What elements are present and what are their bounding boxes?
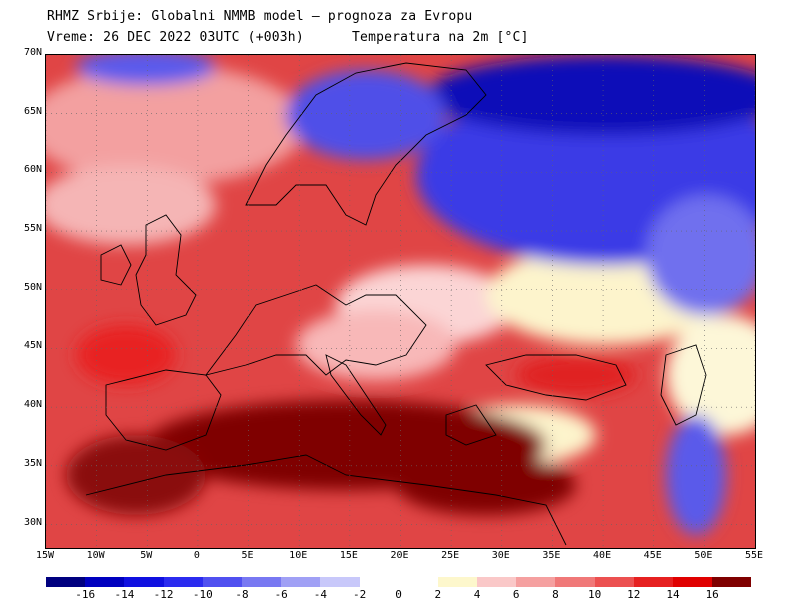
colorbar-swatch bbox=[281, 577, 321, 587]
colorbar-tick-label: 16 bbox=[705, 588, 719, 601]
map-canvas bbox=[46, 55, 755, 548]
field-scandinavia-cold bbox=[286, 70, 446, 160]
colorbar-swatch bbox=[124, 577, 164, 587]
colorbar-swatch bbox=[437, 577, 477, 587]
field-caspian-pale bbox=[666, 315, 755, 435]
lat-label: 30N bbox=[23, 516, 42, 528]
colorbar-swatch bbox=[673, 577, 713, 587]
colorbar-tick-label: 4 bbox=[473, 588, 481, 601]
colorbar-swatch bbox=[163, 577, 203, 587]
coast-scandinavia bbox=[245, 62, 487, 226]
colorbar-tick-label: 0 bbox=[395, 588, 402, 601]
colorbar-swatch bbox=[555, 577, 595, 587]
lat-label: 70N bbox=[23, 47, 42, 58]
lon-label: 15W bbox=[35, 550, 55, 561]
colorbar-swatch bbox=[712, 577, 752, 587]
colorbar-swatch bbox=[633, 577, 673, 587]
temperature-map bbox=[45, 54, 756, 549]
colorbar-tick-label: 2 bbox=[434, 588, 442, 601]
colorbar-tick-label: -8 bbox=[235, 588, 249, 601]
colorbar-tick-label: 14 bbox=[666, 588, 680, 601]
lon-label: 50E bbox=[694, 550, 713, 561]
lon-label: 0 bbox=[193, 550, 200, 561]
lon-label: 5E bbox=[241, 550, 254, 561]
field-alps bbox=[296, 310, 456, 380]
colorbar-tick-label: -10 bbox=[192, 588, 213, 601]
colorbar-swatch bbox=[202, 577, 242, 587]
lon-label: 5W bbox=[140, 550, 153, 561]
colorbar-tick-label: -14 bbox=[114, 588, 135, 601]
lat-label: 50N bbox=[23, 281, 42, 293]
coast-ireland bbox=[100, 244, 132, 286]
field-arctic-cold bbox=[426, 55, 755, 135]
lat-label: 35N bbox=[23, 457, 42, 469]
field-north-atlantic bbox=[46, 65, 306, 185]
colorbar-tick-label: -12 bbox=[153, 588, 174, 601]
lon-label: 10E bbox=[289, 550, 308, 561]
lon-label: 35E bbox=[542, 550, 561, 561]
colorbar-tick-label: -2 bbox=[352, 588, 367, 601]
colorbar-swatch bbox=[594, 577, 634, 587]
coast-black-sea bbox=[485, 354, 627, 401]
coast-greece bbox=[445, 404, 497, 446]
field-biscay-warm bbox=[76, 325, 176, 385]
colorbar-swatch bbox=[242, 577, 282, 587]
map-title: RHMZ Srbije: Globalni NMMB model — progn… bbox=[47, 9, 473, 24]
lon-label: 25E bbox=[441, 550, 460, 561]
lon-label: 10W bbox=[86, 550, 105, 561]
field-kazakh-cool bbox=[646, 195, 755, 315]
lon-label: 30E bbox=[491, 550, 510, 561]
lat-label: 60N bbox=[23, 164, 42, 176]
colorbar-swatch bbox=[85, 577, 125, 587]
colorbar-tick-label: -6 bbox=[274, 588, 288, 601]
colorbar-swatch bbox=[46, 577, 86, 587]
coast-italy bbox=[325, 354, 387, 436]
coast-caspian bbox=[660, 344, 707, 426]
colorbar-tick-label: -4 bbox=[313, 588, 328, 601]
colorbar-swatch bbox=[477, 577, 517, 587]
lat-label: 65N bbox=[23, 105, 42, 117]
lon-label: 45E bbox=[643, 550, 662, 561]
lat-label: 40N bbox=[23, 399, 42, 411]
colorbar-swatch bbox=[398, 577, 438, 587]
lon-label: 15E bbox=[339, 550, 358, 561]
field-morocco-hot bbox=[66, 435, 206, 515]
colorbar-tick-label: 12 bbox=[627, 588, 641, 601]
colorbar-tick-label: 8 bbox=[552, 588, 559, 601]
field-iran-cool bbox=[666, 415, 726, 535]
lat-label: 45N bbox=[23, 340, 42, 352]
coast-north-africa bbox=[85, 454, 567, 546]
lat-label: 55N bbox=[23, 223, 42, 235]
graticule bbox=[46, 55, 755, 548]
colorbar-tick-label: -16 bbox=[75, 588, 96, 601]
map-subtitle: Vreme: 26 DEC 2022 03UTC (+003h) Tempera… bbox=[47, 30, 529, 45]
lon-label: 55E bbox=[744, 550, 764, 561]
coast-france-germany bbox=[204, 284, 427, 376]
coast-britain bbox=[135, 214, 197, 326]
lon-label: 40E bbox=[593, 550, 612, 561]
field-levant-hot bbox=[396, 455, 576, 515]
coast-iberia bbox=[105, 369, 222, 451]
colorbar-swatch bbox=[516, 577, 556, 587]
field-black-sea-warm bbox=[516, 355, 636, 395]
colorbar-tick-label: 10 bbox=[587, 588, 602, 601]
coastlines bbox=[85, 62, 707, 546]
field-greenland-sea bbox=[76, 55, 216, 85]
colorbar-swatch bbox=[320, 577, 360, 587]
temperature-colorbar bbox=[46, 577, 754, 587]
lon-label: 20E bbox=[390, 550, 409, 561]
colorbar-tick-label: 6 bbox=[512, 588, 520, 601]
